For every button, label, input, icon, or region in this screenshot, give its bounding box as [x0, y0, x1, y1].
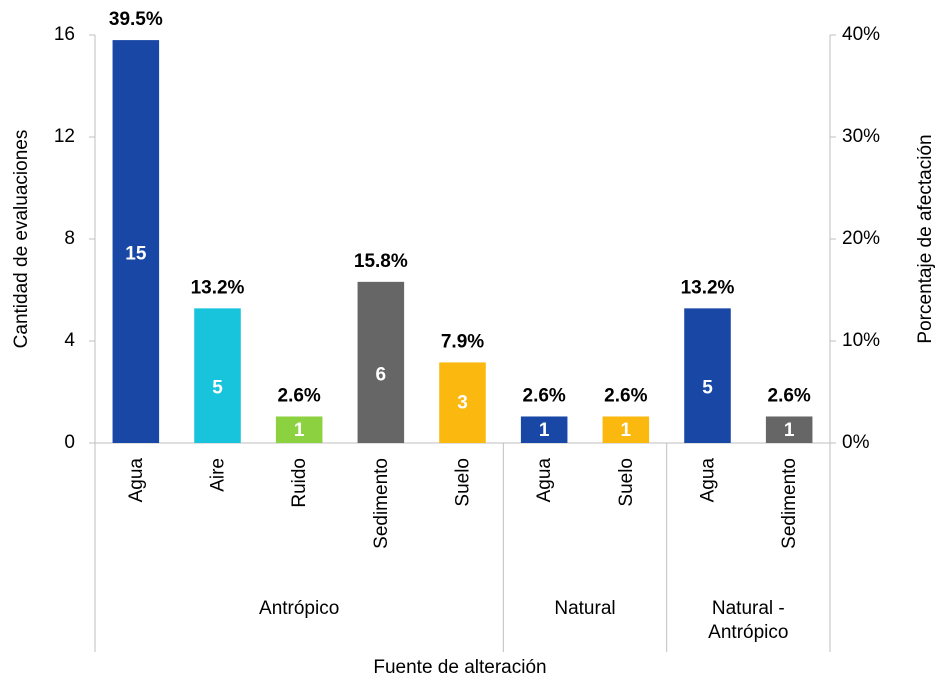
- y-tick-label: 16: [54, 24, 75, 45]
- count-label: 1: [784, 420, 795, 441]
- y2-tick-label: 30%: [842, 126, 880, 147]
- y2-tick-label: 40%: [842, 24, 880, 45]
- y-tick-label: 12: [54, 126, 75, 147]
- group-label-box: Antrópico: [259, 598, 340, 619]
- value-label: 13.2%: [191, 277, 245, 298]
- bar: [194, 308, 241, 443]
- group-label-box: Natural: [554, 598, 616, 619]
- count-label: 1: [294, 420, 305, 441]
- x-tick-label: Suelo: [616, 458, 637, 507]
- bar: [275, 416, 323, 443]
- value-label: 7.9%: [441, 331, 484, 352]
- y2-tick-label: 0%: [842, 432, 870, 453]
- count-label: 6: [376, 364, 387, 385]
- x-tick-label: Sedimento: [779, 458, 800, 549]
- x-axis-label: Fuente de alteración: [373, 657, 546, 678]
- count-label: 1: [621, 420, 632, 441]
- x-tick-label: Agua: [534, 458, 555, 503]
- group-label-box: Natural - Antrópico: [708, 598, 789, 643]
- value-label: 2.6%: [604, 385, 647, 406]
- bar: [112, 40, 160, 443]
- value-label: 2.6%: [523, 385, 566, 406]
- value-label: 2.6%: [768, 385, 811, 406]
- value-label: 15.8%: [354, 251, 408, 272]
- value-label: 39.5%: [109, 9, 163, 30]
- y-axis-label: Cantidad de evaluaciones: [11, 130, 32, 349]
- x-tick-label: Agua: [126, 458, 147, 503]
- count-label: 15: [125, 244, 147, 265]
- x-tick-label: Agua: [698, 458, 719, 503]
- count-label: 1: [539, 420, 550, 441]
- group-label: Antrópico: [259, 598, 340, 619]
- value-label: 2.6%: [278, 385, 321, 406]
- y2-tick-label: 20%: [842, 228, 880, 249]
- group-label: Natural: [554, 598, 616, 619]
- count-label: 5: [702, 378, 713, 399]
- count-label: 3: [457, 393, 468, 414]
- bar: [357, 281, 405, 443]
- bar: [684, 308, 731, 443]
- value-label: 13.2%: [681, 277, 735, 298]
- y-tick-label: 8: [64, 228, 75, 249]
- group-label: Natural - Antrópico: [708, 598, 789, 643]
- bar: [520, 416, 568, 443]
- bar: [439, 362, 486, 443]
- x-tick-label: Ruido: [289, 458, 310, 508]
- bar: [765, 416, 813, 443]
- x-tick-label: Suelo: [453, 458, 474, 507]
- bar: [602, 416, 650, 443]
- y2-axis-label: Porcentaje de afectación: [915, 134, 936, 343]
- x-tick-label: Sedimento: [371, 458, 392, 549]
- y-tick-label: 0: [64, 432, 75, 453]
- count-label: 5: [212, 378, 223, 399]
- y2-tick-label: 10%: [842, 330, 880, 351]
- x-tick-label: Aire: [208, 458, 229, 492]
- y-tick-label: 4: [64, 330, 75, 351]
